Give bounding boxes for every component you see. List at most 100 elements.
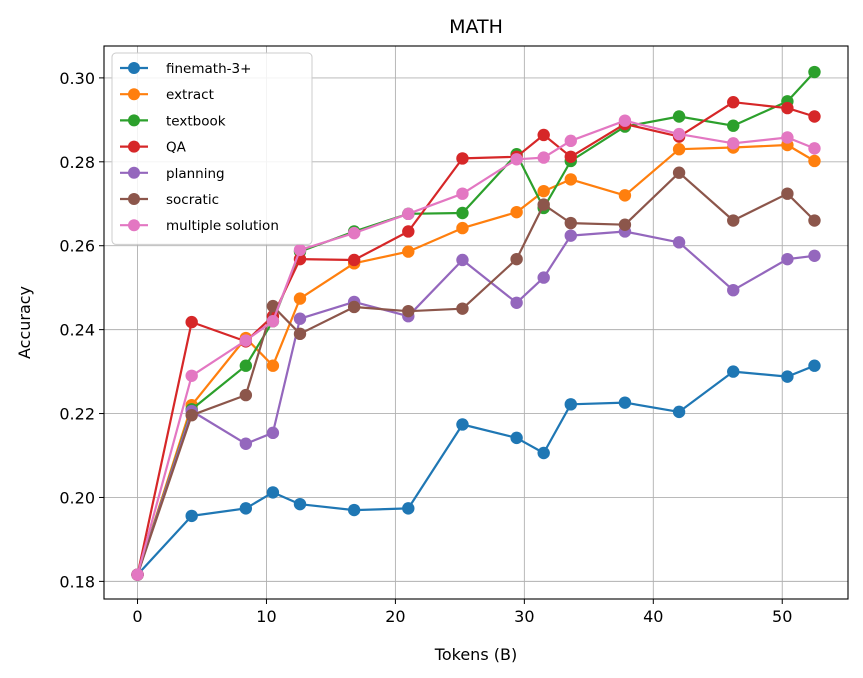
data-point <box>808 214 821 227</box>
data-point <box>456 206 469 220</box>
data-point <box>347 503 361 517</box>
data-point <box>347 300 361 314</box>
data-point <box>618 114 632 127</box>
data-point <box>266 359 280 372</box>
data-point <box>266 486 280 499</box>
data-point <box>672 405 686 419</box>
legend-box <box>111 52 313 245</box>
legend-marker <box>128 62 140 74</box>
series-line <box>136 71 816 576</box>
data-point <box>537 446 550 460</box>
series-line <box>136 230 815 576</box>
data-point <box>727 365 740 378</box>
data-point <box>185 509 198 523</box>
data-point <box>456 418 469 431</box>
y-tick-label: 0.24 <box>59 321 95 340</box>
data-point <box>808 359 821 372</box>
data-point <box>347 226 361 240</box>
data-point <box>564 150 577 163</box>
y-tick-label: 0.18 <box>59 572 95 591</box>
series-line <box>136 119 815 575</box>
data-point <box>727 214 740 227</box>
data-point <box>537 184 550 198</box>
data-point <box>185 315 198 329</box>
data-point <box>293 312 307 325</box>
legend-label: socratic <box>166 192 219 208</box>
data-point <box>727 119 740 132</box>
data-point <box>510 252 523 266</box>
data-point <box>672 143 686 156</box>
legend-item: textbook <box>120 113 226 129</box>
legend-marker <box>128 166 140 179</box>
data-point <box>456 187 469 200</box>
legend-item: socratic <box>120 192 219 208</box>
legend-marker <box>128 193 140 205</box>
data-point <box>781 131 794 144</box>
data-point <box>456 253 469 267</box>
data-point <box>672 236 686 249</box>
data-point <box>239 437 253 450</box>
data-point <box>402 207 415 221</box>
data-point <box>510 205 523 219</box>
data-point <box>808 110 821 123</box>
data-point <box>239 359 253 372</box>
data-point <box>402 245 415 258</box>
legend-label: QA <box>166 140 187 156</box>
plot-frame <box>103 45 849 600</box>
data-point <box>727 137 740 150</box>
data-point <box>266 426 280 440</box>
legend-item: QA <box>120 140 187 156</box>
legend-label: textbook <box>166 113 226 129</box>
data-point <box>347 253 361 267</box>
data-point <box>293 327 307 341</box>
data-point <box>781 370 794 383</box>
y-tick-label: 0.20 <box>59 488 95 507</box>
x-tick-label: 0 <box>132 607 142 626</box>
data-point <box>185 369 198 382</box>
series-line <box>136 101 815 575</box>
data-point <box>537 128 550 142</box>
data-point <box>781 101 794 115</box>
data-point <box>618 396 632 409</box>
ticks: 0 10 20 30 40 50 0.18 0.20 0.22 0.24 0.26 0.28 0.30 <box>59 69 792 626</box>
data-point <box>537 198 550 211</box>
legend-item: multiple solution <box>120 218 279 234</box>
data-point <box>456 221 469 235</box>
x-axis-label: Tokens (B) <box>434 645 517 664</box>
data-point <box>239 388 253 402</box>
legend-label: finemath-3+ <box>166 61 251 77</box>
data-point <box>727 96 740 109</box>
legend-marker <box>128 140 140 153</box>
data-point <box>808 154 821 168</box>
x-tick-label: 20 <box>385 607 405 626</box>
data-point <box>293 497 307 511</box>
data-point <box>564 229 577 242</box>
data-point <box>402 502 415 515</box>
data-point <box>564 216 577 230</box>
data-point <box>131 568 144 581</box>
series-multiple-solution <box>131 114 821 581</box>
data-point <box>293 292 307 305</box>
data-point <box>239 334 253 347</box>
data-point <box>672 166 686 179</box>
legend-marker <box>128 88 140 101</box>
data-point <box>456 302 469 315</box>
data-point <box>808 142 821 155</box>
data-point <box>564 134 577 148</box>
data-point <box>402 225 415 238</box>
y-tick-label: 0.26 <box>59 237 95 256</box>
legend-label: planning <box>166 166 225 182</box>
x-tick-label: 40 <box>643 607 663 626</box>
y-tick-label: 0.30 <box>59 69 95 88</box>
data-point <box>808 249 821 262</box>
data-point <box>510 296 523 309</box>
series-socratic <box>131 166 821 581</box>
data-point <box>266 315 280 328</box>
x-tick-label: 50 <box>772 607 792 626</box>
chart-title: MATH <box>449 16 503 38</box>
legend-item: finemath-3+ <box>120 61 251 77</box>
data-point <box>672 110 686 123</box>
data-point <box>266 299 280 313</box>
data-point <box>808 65 821 79</box>
data-point <box>672 127 686 141</box>
